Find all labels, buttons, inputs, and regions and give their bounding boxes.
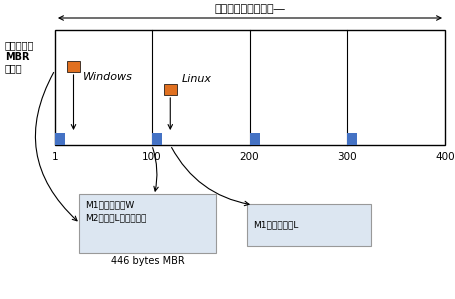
Bar	[67, 61, 80, 72]
Text: 100: 100	[142, 152, 161, 162]
Text: 200: 200	[239, 152, 259, 162]
FancyBboxPatch shape	[79, 194, 216, 253]
Bar	[249, 133, 259, 145]
Text: 分割表: 分割表	[5, 63, 23, 73]
Text: M1：直接指向L: M1：直接指向L	[253, 220, 298, 230]
Text: Windows: Windows	[83, 71, 132, 82]
Bar	[152, 133, 162, 145]
Text: 全部硬碟的磁柱區間―: 全部硬碟的磁柱區間―	[214, 4, 285, 14]
Bar	[163, 84, 177, 95]
Text: M1：直接指向W: M1：直接指向W	[85, 200, 134, 209]
Bar	[55, 133, 65, 145]
Bar	[55, 30, 444, 145]
Text: 第一磁區的: 第一磁區的	[5, 40, 34, 50]
Text: 446 bytes MBR: 446 bytes MBR	[111, 256, 184, 266]
Text: 400: 400	[434, 152, 454, 162]
Bar	[347, 133, 356, 145]
Text: 1: 1	[51, 152, 58, 162]
Text: M2：指向L的開機磁區: M2：指向L的開機磁區	[85, 213, 146, 222]
Text: 300: 300	[337, 152, 356, 162]
FancyBboxPatch shape	[247, 204, 370, 246]
Text: Linux: Linux	[182, 74, 211, 85]
Text: MBR: MBR	[5, 52, 30, 62]
